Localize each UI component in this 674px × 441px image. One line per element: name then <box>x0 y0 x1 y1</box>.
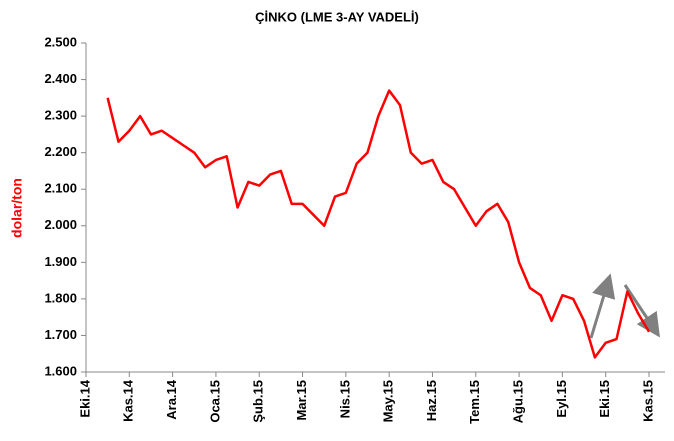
y-tick-label: 2.500 <box>44 34 77 49</box>
x-tick-label: Kas.15 <box>640 380 655 422</box>
y-tick-label: 1.600 <box>44 363 77 378</box>
x-tick-label: Eki.15 <box>597 380 612 418</box>
data-line <box>106 89 651 359</box>
annotation-arrow <box>623 284 660 338</box>
x-tick-label: Oca.15 <box>207 380 222 423</box>
x-tick-label: Eyl.15 <box>554 380 569 418</box>
x-tick-label: Haz.15 <box>424 380 439 421</box>
y-tick-label: 2.300 <box>44 108 77 123</box>
y-tick-label: 1.800 <box>44 290 77 305</box>
x-tick-label: May.15 <box>381 380 396 422</box>
x-tick-label: Nis.15 <box>337 380 352 418</box>
x-tick-label: Mar.15 <box>294 380 309 420</box>
chart-title: ÇİNKO (LME 3-AY VADELİ) <box>255 9 419 24</box>
y-tick-label: 1.900 <box>44 254 77 269</box>
x-tick-label: Ara.14 <box>164 379 179 420</box>
y-tick-label: 1.700 <box>44 327 77 342</box>
y-axis-label: dolar/ton <box>9 178 25 238</box>
annotation-arrow <box>589 273 616 339</box>
y-tick-label: 2.000 <box>44 217 77 232</box>
x-tick-label: Şub.15 <box>251 380 266 423</box>
y-tick-label: 2.100 <box>44 181 77 196</box>
y-tick-label: 2.200 <box>44 144 77 159</box>
x-tick-label: Tem.15 <box>467 380 482 424</box>
x-tick-label: Ağu.15 <box>511 380 526 423</box>
y-tick-label: 2.400 <box>44 71 77 86</box>
x-tick-label: Kas.14 <box>121 379 136 422</box>
x-tick-label: Eki.14 <box>77 379 92 417</box>
